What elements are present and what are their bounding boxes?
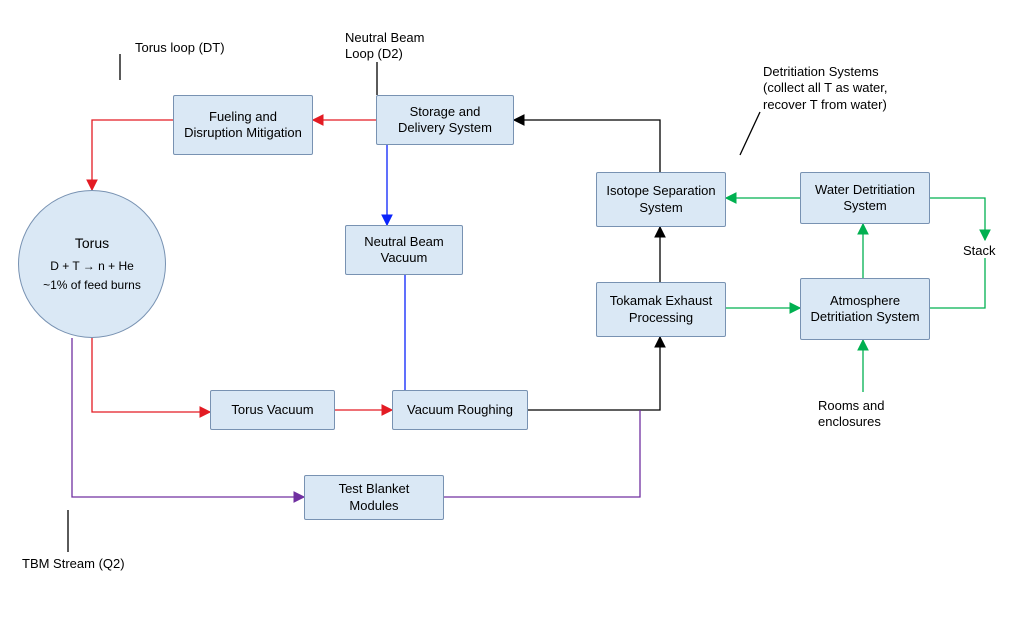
edge bbox=[92, 120, 173, 190]
ads-node: Atmosphere Detritiation System bbox=[800, 278, 930, 340]
nbloop-annotation: Neutral Beam Loop (D2) bbox=[345, 30, 424, 63]
tep-node: Tokamak Exhaust Processing bbox=[596, 282, 726, 337]
roughing-node: Vacuum Roughing bbox=[392, 390, 528, 430]
edge bbox=[596, 120, 660, 172]
torusvac-label: Torus Vacuum bbox=[231, 402, 313, 418]
wds-label: Water Detritiation System bbox=[809, 182, 921, 215]
edge bbox=[392, 275, 405, 402]
tbmstream-annotation: TBM Stream (Q2) bbox=[22, 556, 125, 572]
diagram-canvas: Torus D + T → n + He ~1% of feed burns Fuel… bbox=[0, 0, 1022, 626]
torus-node: Torus D + T → n + He ~1% of feed burns bbox=[18, 190, 166, 338]
fueling-label: Fueling and Disruption Mitigation bbox=[182, 109, 304, 142]
torus-sub1: D + T → n + He bbox=[50, 259, 134, 274]
torus-sub2: ~1% of feed burns bbox=[43, 278, 141, 293]
iss-node: Isotope Separation System bbox=[596, 172, 726, 227]
rooms-annotation: Rooms and enclosures bbox=[818, 398, 884, 431]
tbm-node: Test Blanket Modules bbox=[304, 475, 444, 520]
roughing-label: Vacuum Roughing bbox=[407, 402, 513, 418]
edge bbox=[930, 258, 985, 308]
edge bbox=[930, 198, 985, 240]
edge bbox=[740, 112, 760, 155]
ads-label: Atmosphere Detritiation System bbox=[809, 293, 921, 326]
detrit-annotation: Detritiation Systems (collect all T as w… bbox=[763, 64, 888, 113]
edge bbox=[92, 338, 210, 412]
nbvac-node: Neutral Beam Vacuum bbox=[345, 225, 463, 275]
wds-node: Water Detritiation System bbox=[800, 172, 930, 224]
stack-label: Stack bbox=[963, 243, 996, 259]
tep-label: Tokamak Exhaust Processing bbox=[605, 293, 717, 326]
storage-label: Storage and Delivery System bbox=[385, 104, 505, 137]
torus-title: Torus bbox=[75, 235, 109, 253]
storage-node: Storage and Delivery System bbox=[376, 95, 514, 145]
tbm-label: Test Blanket Modules bbox=[313, 481, 435, 514]
edge bbox=[528, 337, 660, 410]
torusloop-annotation: Torus loop (DT) bbox=[135, 40, 225, 56]
torusvac-node: Torus Vacuum bbox=[210, 390, 335, 430]
fueling-node: Fueling and Disruption Mitigation bbox=[173, 95, 313, 155]
nbvac-label: Neutral Beam Vacuum bbox=[354, 234, 454, 267]
iss-label: Isotope Separation System bbox=[605, 183, 717, 216]
